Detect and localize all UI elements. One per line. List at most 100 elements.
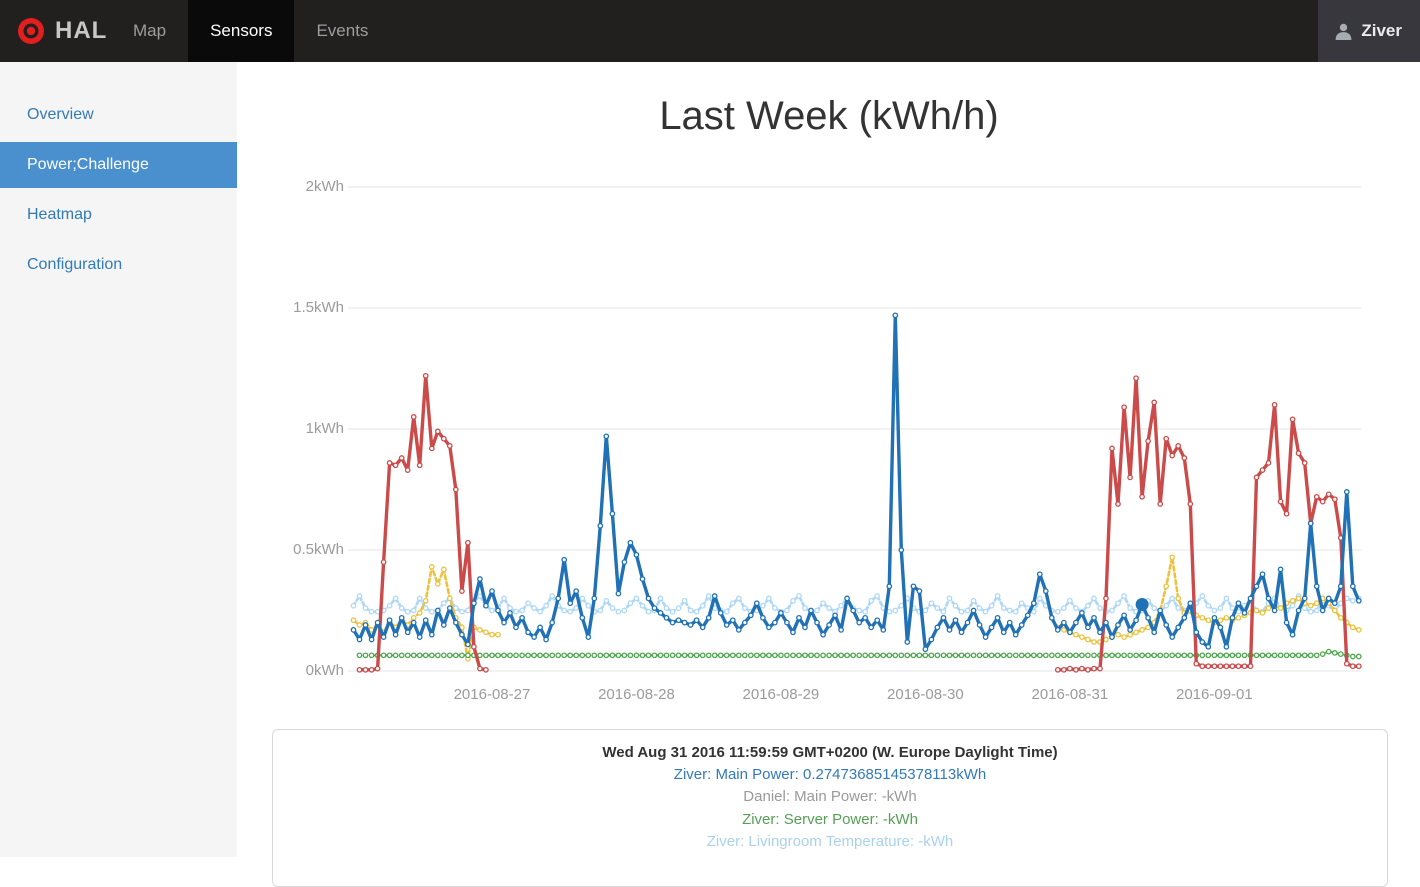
series-blue-main-power-marker (1283, 619, 1290, 626)
series-blue-main-power-marker (874, 617, 881, 624)
series-yellow-marker (440, 566, 447, 573)
series-red-main-power-marker (1115, 501, 1121, 507)
series-red-main-power-marker (440, 435, 447, 442)
series-green-server-power-marker (1319, 651, 1326, 657)
series-lightblue-temperature-marker (531, 605, 537, 611)
series-red-main-power-marker (1151, 399, 1158, 406)
series-blue-main-power-marker (549, 619, 556, 626)
series-blue-main-power-marker (1103, 619, 1109, 626)
series-lightblue-temperature-marker (717, 607, 724, 614)
series-green-server-power-marker (543, 652, 549, 659)
nav-item-map[interactable]: Map (133, 21, 167, 40)
sidebar-item-heatmap[interactable]: Heatmap (27, 206, 92, 223)
series-blue-main-power-marker (422, 617, 429, 624)
series-yellow-marker (489, 631, 495, 638)
series-blue-main-power-marker (465, 641, 471, 648)
series-blue-main-power-marker (766, 624, 772, 631)
series-lightblue-temperature-marker (434, 607, 441, 614)
series-green-server-power-marker (946, 652, 953, 659)
series-blue-main-power-marker (663, 614, 670, 621)
series-blue-main-power-marker (1253, 583, 1260, 590)
hover-highlight-dot[interactable] (1135, 598, 1149, 611)
series-blue-main-power-marker (928, 636, 935, 643)
x-axis-label: 2016-08-28 (598, 686, 675, 703)
series-lightblue-temperature-marker (1325, 602, 1332, 609)
series-lightblue-temperature-marker (862, 608, 869, 615)
series-green-server-power-marker (627, 652, 634, 659)
series-green-server-power-marker (886, 652, 893, 659)
series-red-main-power-marker (1199, 663, 1206, 670)
series-yellow-marker (1289, 597, 1296, 604)
sidebar-item-power-challenge[interactable]: Power;Challenge (0, 142, 237, 188)
series-green-server-power-marker (1163, 652, 1170, 659)
series-green-server-power-marker (844, 652, 850, 659)
series-lightblue-temperature-marker (1229, 605, 1236, 611)
series-yellow-marker (1235, 614, 1242, 621)
series-green-server-power-marker (1067, 652, 1073, 659)
series-lightblue-temperature-marker (1313, 607, 1320, 614)
series-lightblue-temperature-marker (416, 595, 423, 602)
series-lightblue-temperature-marker (1349, 597, 1356, 604)
x-axis-label: 2016-08-27 (453, 686, 531, 703)
series-green-server-power-marker (916, 652, 923, 659)
series-green-server-power-marker (1325, 648, 1332, 655)
series-lightblue-temperature-marker (693, 608, 700, 615)
series-green-server-power-marker (904, 652, 911, 659)
series-lightblue-temperature-marker (471, 597, 477, 604)
brand[interactable]: HAL (16, 0, 107, 62)
user-menu[interactable]: Ziver (1318, 0, 1420, 62)
series-lightblue-temperature-marker (681, 597, 688, 604)
series-green-server-power-marker (1313, 652, 1320, 659)
series-green-server-power-marker (1343, 652, 1350, 659)
series-green-server-power-marker (1331, 650, 1338, 656)
series-green-server-power-marker (555, 652, 562, 659)
series-lightblue-temperature-marker (621, 607, 628, 614)
series-blue-main-power-marker (446, 605, 453, 611)
series-yellow-marker (1349, 624, 1356, 631)
nav-item-sensors[interactable]: Sensors (188, 0, 295, 62)
series-blue-main-power-marker (507, 610, 513, 616)
series-yellow-marker (410, 614, 417, 621)
series-yellow-marker (495, 631, 501, 638)
nav-item-events[interactable]: Events (316, 21, 369, 40)
sidebar-item-configuration[interactable]: Configuration (27, 256, 123, 273)
series-lightblue-temperature-marker (1079, 608, 1085, 615)
series-lightblue-temperature-marker (669, 608, 676, 615)
series-blue-main-power-marker (368, 636, 375, 643)
tooltip-series-row: Ziver: Main Power: 0.27473685145378113kW… (673, 766, 987, 783)
series-green-server-power-marker (591, 652, 598, 659)
series-red-main-power-marker (1175, 443, 1182, 449)
series-yellow-marker (428, 564, 435, 570)
series-yellow-marker (1295, 595, 1302, 602)
series-red-main-power-marker (1301, 460, 1308, 466)
series-yellow-marker (1073, 631, 1079, 638)
series-yellow-line (1056, 556, 1361, 644)
brand-name: HAL (55, 17, 108, 44)
series-lightblue-temperature-marker (446, 595, 453, 602)
series-lightblue-temperature-marker (1067, 597, 1073, 604)
series-blue-main-power-marker (525, 629, 531, 636)
series-lightblue-temperature-marker (573, 605, 580, 611)
series-yellow-marker (362, 619, 369, 626)
series-green-server-power-marker (1018, 652, 1025, 659)
series-lightblue-temperature-marker (1157, 608, 1164, 615)
series-blue-main-power-marker (892, 312, 899, 319)
series-green-server-power-marker (741, 652, 748, 659)
series-blue-main-power-marker (452, 619, 459, 626)
series-green-server-power-marker (723, 652, 730, 659)
series-yellow-marker (1241, 612, 1248, 619)
series-lightblue-temperature-marker (940, 608, 947, 615)
series-lightblue-temperature-marker (1193, 600, 1200, 607)
series-blue-main-power-marker (519, 614, 525, 621)
series-yellow-marker (1307, 602, 1314, 609)
series-blue-main-power-marker (1247, 595, 1254, 602)
series-green-server-power-marker (422, 652, 429, 659)
sidebar-item-overview[interactable]: Overview (27, 106, 94, 123)
series-lightblue-temperature-marker (892, 607, 899, 614)
series-blue-main-power-marker (796, 614, 802, 621)
series-blue-main-power-marker (615, 590, 622, 597)
series-blue-main-power-marker (814, 619, 820, 626)
series-green-server-power-marker (446, 652, 453, 659)
series-green-server-power-marker (1355, 653, 1362, 660)
series-red-main-power-marker (410, 414, 417, 420)
